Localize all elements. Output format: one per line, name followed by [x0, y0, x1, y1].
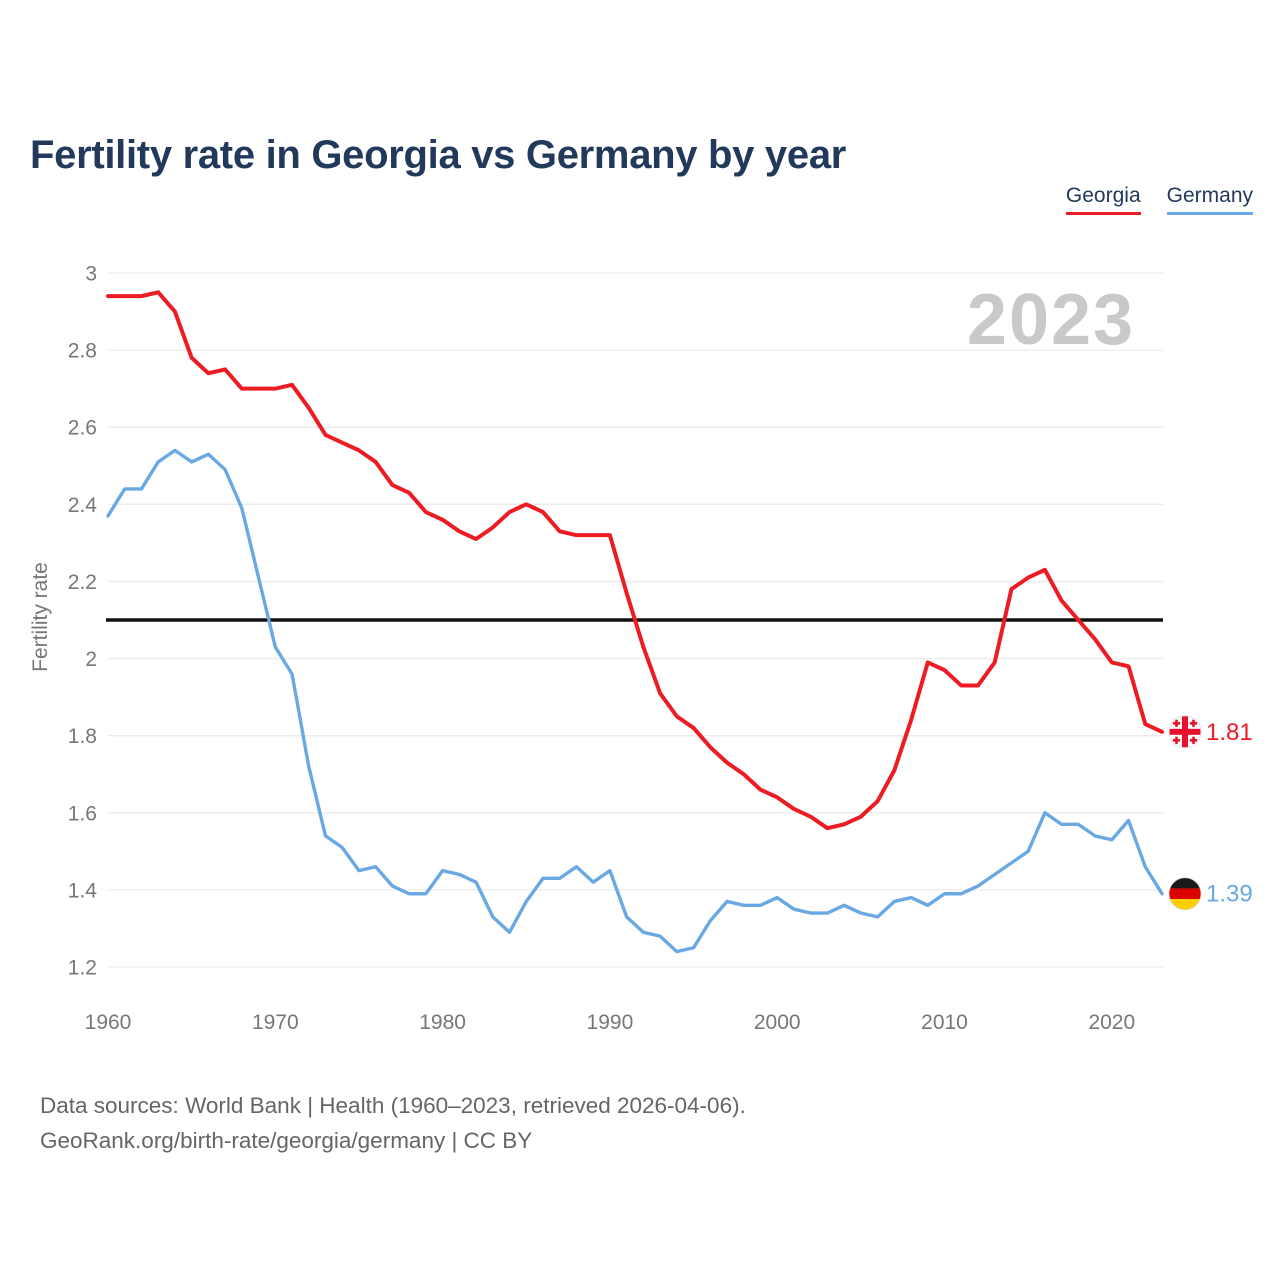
y-tick-label: 3	[85, 263, 97, 286]
y-axis-title: Fertility rate	[29, 562, 52, 672]
page-title: Fertility rate in Georgia vs Germany by …	[30, 132, 847, 177]
y-tick-label: 2.8	[68, 340, 97, 363]
x-tick-label: 2000	[754, 1011, 801, 1034]
y-tick-label: 1.8	[68, 725, 97, 748]
y-tick-label: 2.6	[68, 417, 97, 440]
axis-tick-labels: 3 2.8 2.6 2.4 2.2 2 1.8 1.6 1.4 1.2 1960 1970 1980 19…	[68, 263, 1135, 1035]
germany-end-value-label: 1.39	[1206, 881, 1253, 908]
georgia-series-line[interactable]	[106, 290, 1164, 831]
y-tick-label: 1.6	[68, 802, 97, 825]
y-tick-label: 1.4	[68, 879, 98, 902]
germany-series-line[interactable]	[106, 448, 1164, 954]
y-gridlines	[108, 272, 1163, 968]
x-tick-label: 2010	[921, 1011, 968, 1034]
legend-item-georgia[interactable]: Georgia	[1065, 184, 1141, 215]
x-tick-label: 2020	[1088, 1011, 1135, 1034]
georgia-end-value-label: 1.81	[1206, 719, 1253, 746]
footer-attribution: Data sources: World Bank | Health (1960–…	[40, 1088, 746, 1158]
germany-flag-icon	[1168, 877, 1202, 911]
legend: Georgia Germany	[1065, 184, 1253, 215]
x-tick-label: 1970	[252, 1011, 299, 1034]
footer-line-sources: Data sources: World Bank | Health (1960–…	[40, 1093, 746, 1118]
y-tick-label: 1.2	[68, 957, 97, 980]
footer-line-url: GeoRank.org/birth-rate/georgia/germany |…	[40, 1128, 533, 1153]
legend-item-germany[interactable]: Germany	[1166, 184, 1253, 215]
y-tick-label: 2.2	[68, 571, 97, 594]
y-tick-label: 2	[85, 648, 97, 671]
georgia-flag-icon	[1168, 715, 1202, 749]
watermark-year: 2023	[967, 280, 1135, 360]
x-tick-label: 1960	[85, 1011, 132, 1034]
series-group	[106, 290, 1164, 954]
x-tick-label: 1980	[419, 1011, 466, 1034]
x-tick-label: 1990	[587, 1011, 634, 1034]
y-tick-label: 2.4	[68, 494, 98, 517]
